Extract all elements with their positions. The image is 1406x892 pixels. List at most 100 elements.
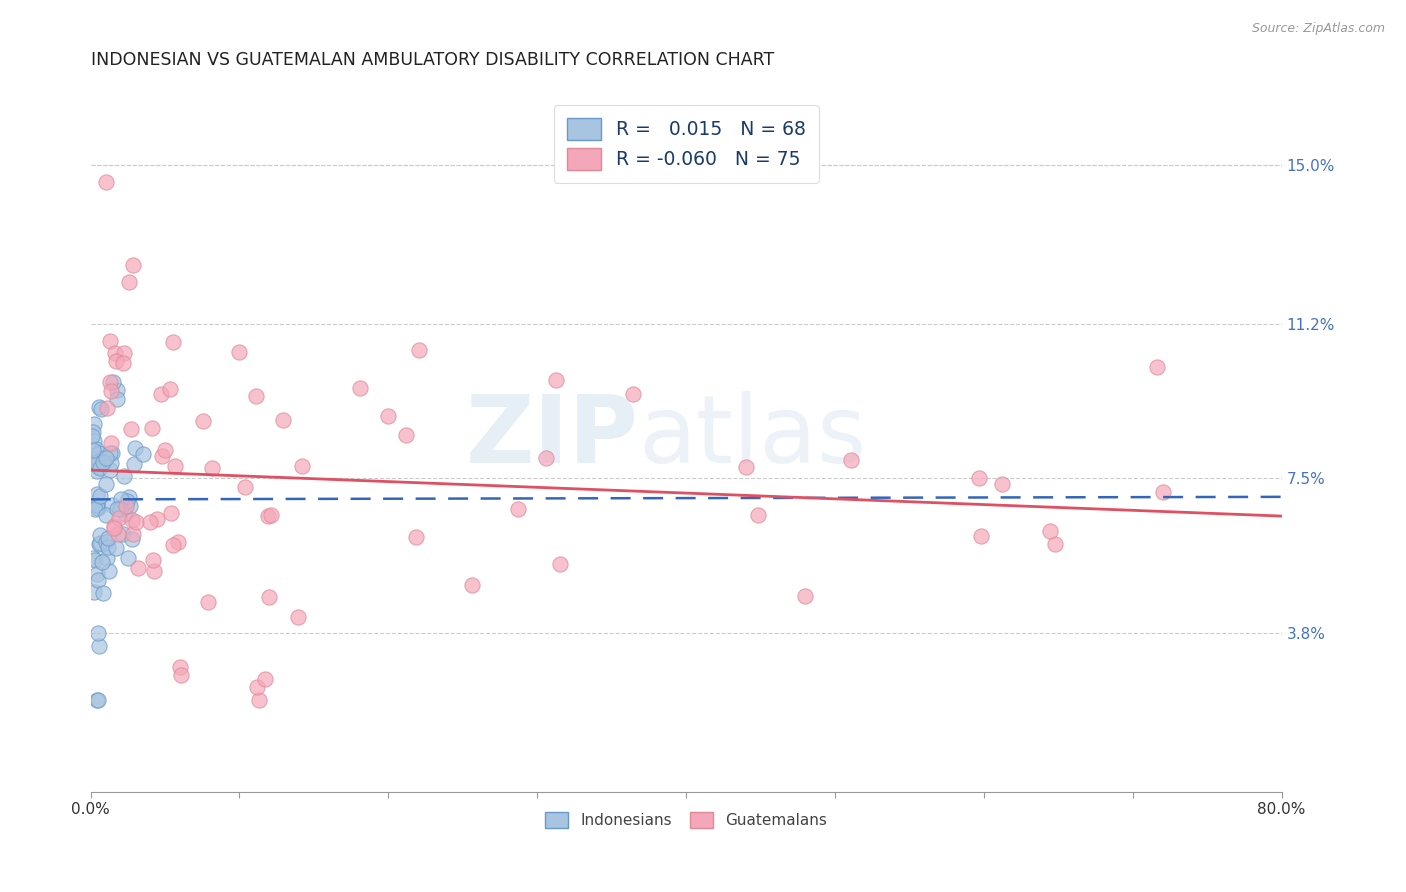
Point <box>257 591 280 605</box>
Point <box>87 459 110 474</box>
Point <box>86 693 108 707</box>
Point <box>1039 524 1062 538</box>
Point <box>89 454 111 468</box>
Point <box>96 401 118 416</box>
Point <box>127 561 149 575</box>
Point <box>83 417 105 431</box>
Point <box>550 557 572 571</box>
Point <box>104 346 127 360</box>
Point <box>839 453 862 467</box>
Point <box>112 346 135 360</box>
Point <box>100 334 122 348</box>
Point <box>86 450 108 465</box>
Point <box>142 564 165 578</box>
Point <box>98 376 121 390</box>
Point <box>145 512 167 526</box>
Point <box>621 387 644 401</box>
Point <box>747 508 769 523</box>
Point <box>165 459 187 474</box>
Point <box>83 553 105 567</box>
Text: ZIP: ZIP <box>465 391 638 483</box>
Point <box>142 553 165 567</box>
Point <box>100 384 122 398</box>
Point <box>86 626 108 640</box>
Point <box>90 401 112 416</box>
Point <box>100 436 122 450</box>
Point <box>970 529 993 543</box>
Point <box>117 550 139 565</box>
Point <box>96 477 118 491</box>
Point <box>94 534 117 549</box>
Point <box>118 490 141 504</box>
Point <box>967 471 990 485</box>
Point <box>395 427 418 442</box>
Text: INDONESIAN VS GUATEMALAN AMBULATORY DISABILITY CORRELATION CHART: INDONESIAN VS GUATEMALAN AMBULATORY DISA… <box>90 51 773 69</box>
Point <box>105 392 128 406</box>
Point <box>86 693 108 707</box>
Point <box>94 175 117 189</box>
Point <box>100 446 122 460</box>
Point <box>89 528 111 542</box>
Point <box>159 383 181 397</box>
Point <box>233 480 256 494</box>
Point <box>110 502 132 516</box>
Point <box>108 511 131 525</box>
Point <box>100 456 122 470</box>
Point <box>150 450 173 464</box>
Point <box>94 451 117 466</box>
Point <box>125 515 148 529</box>
Point <box>139 515 162 529</box>
Point <box>132 447 155 461</box>
Point <box>89 461 111 475</box>
Point <box>122 527 145 541</box>
Point <box>87 537 110 551</box>
Point <box>84 454 107 468</box>
Point <box>82 550 104 565</box>
Point <box>83 434 105 448</box>
Point <box>107 502 129 516</box>
Point <box>100 446 122 460</box>
Point <box>155 442 177 457</box>
Point <box>87 574 110 588</box>
Point <box>1146 359 1168 374</box>
Point <box>349 381 371 395</box>
Point <box>94 508 117 522</box>
Point <box>83 585 105 599</box>
Point <box>97 531 120 545</box>
Point <box>159 506 181 520</box>
Point <box>508 502 530 516</box>
Point <box>228 344 250 359</box>
Point <box>291 458 314 473</box>
Point <box>89 536 111 550</box>
Point <box>84 502 107 516</box>
Point <box>121 513 143 527</box>
Point <box>260 508 283 522</box>
Point <box>534 451 557 466</box>
Point <box>162 334 184 349</box>
Point <box>121 533 143 547</box>
Point <box>544 373 567 387</box>
Point <box>112 468 135 483</box>
Point <box>991 477 1014 491</box>
Point <box>91 454 114 468</box>
Point <box>124 441 146 455</box>
Point <box>122 457 145 471</box>
Point <box>86 498 108 512</box>
Point <box>121 258 143 272</box>
Point <box>89 639 111 653</box>
Point <box>89 446 111 460</box>
Point <box>103 519 125 533</box>
Point <box>197 595 219 609</box>
Point <box>105 541 128 556</box>
Point <box>1152 485 1174 500</box>
Point <box>257 508 280 523</box>
Text: Source: ZipAtlas.com: Source: ZipAtlas.com <box>1251 22 1385 36</box>
Point <box>101 376 124 390</box>
Point <box>105 354 128 368</box>
Point <box>105 383 128 397</box>
Point <box>141 420 163 434</box>
Point <box>201 460 224 475</box>
Point <box>408 343 430 357</box>
Point <box>107 527 129 541</box>
Point <box>98 463 121 477</box>
